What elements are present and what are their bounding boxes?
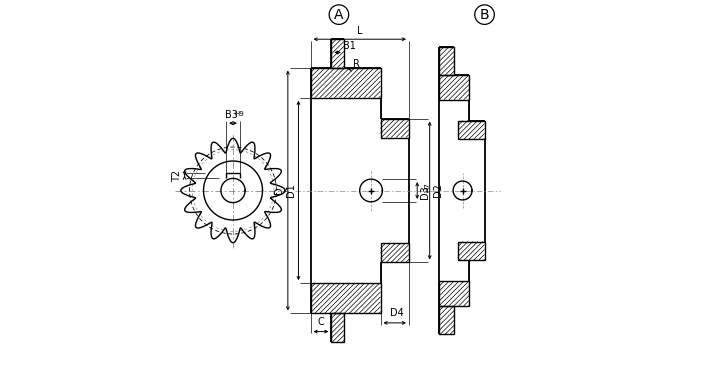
Text: B: B bbox=[480, 8, 489, 22]
Bar bbox=[458, 242, 484, 261]
Bar bbox=[310, 67, 380, 98]
Bar bbox=[458, 120, 484, 139]
Bar bbox=[439, 281, 470, 306]
Text: A: A bbox=[334, 8, 344, 22]
Text: H7: H7 bbox=[425, 182, 431, 192]
Text: C: C bbox=[318, 317, 324, 327]
Bar bbox=[310, 283, 380, 314]
Bar bbox=[380, 118, 409, 138]
Bar bbox=[458, 139, 484, 242]
Bar bbox=[332, 39, 344, 67]
Bar bbox=[458, 242, 484, 261]
Bar bbox=[439, 306, 454, 334]
Bar bbox=[380, 243, 409, 263]
Bar bbox=[332, 314, 344, 342]
Bar bbox=[458, 120, 484, 139]
Bar bbox=[332, 314, 344, 342]
Text: H9: H9 bbox=[234, 111, 244, 117]
Text: B3: B3 bbox=[225, 110, 238, 120]
Bar bbox=[439, 75, 470, 100]
Text: L: L bbox=[357, 26, 363, 36]
Bar bbox=[439, 100, 470, 281]
Text: R: R bbox=[353, 59, 360, 69]
Bar bbox=[439, 47, 454, 75]
Text: D1: D1 bbox=[286, 184, 296, 197]
Bar bbox=[380, 118, 409, 138]
Text: T2: T2 bbox=[172, 170, 182, 182]
Bar bbox=[332, 39, 344, 67]
Bar bbox=[439, 306, 454, 334]
Bar bbox=[439, 47, 454, 75]
Bar bbox=[310, 283, 380, 314]
Bar bbox=[439, 75, 470, 100]
Bar bbox=[310, 98, 380, 283]
Bar bbox=[380, 243, 409, 263]
Text: D4: D4 bbox=[390, 308, 403, 319]
Bar bbox=[439, 281, 470, 306]
Bar bbox=[310, 67, 380, 98]
Text: D: D bbox=[274, 187, 284, 194]
Text: D2: D2 bbox=[433, 184, 443, 197]
Text: D3: D3 bbox=[420, 186, 430, 199]
Text: B1: B1 bbox=[342, 40, 356, 51]
Bar bbox=[380, 138, 409, 243]
